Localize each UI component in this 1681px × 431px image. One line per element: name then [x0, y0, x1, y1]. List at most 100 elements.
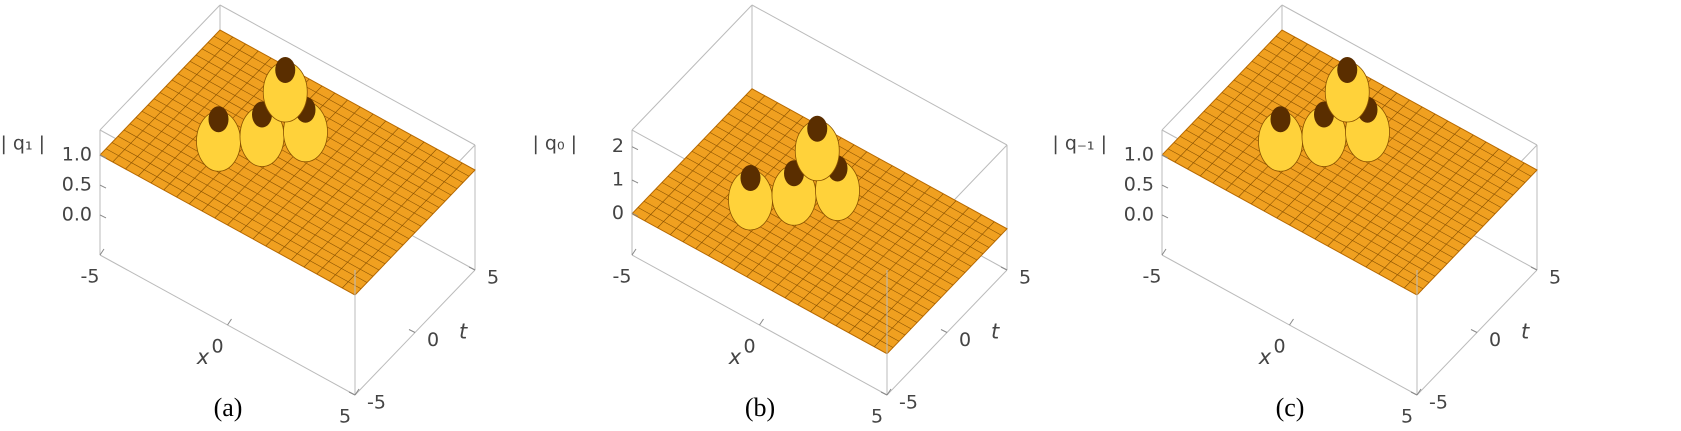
surface-feature: [1337, 57, 1358, 83]
t-tick-label: 5: [1549, 267, 1561, 289]
surface-mesh: [1275, 35, 1532, 177]
x-tick: [886, 388, 892, 396]
surface-mesh: [848, 207, 969, 333]
t-tick: [468, 266, 476, 271]
t-tick: [348, 391, 356, 396]
surface-mesh: [1353, 134, 1474, 261]
surface-mesh: [772, 165, 893, 291]
x-tick-label: 0: [743, 336, 755, 358]
surface-mesh: [213, 35, 470, 177]
t-tick: [408, 329, 416, 333]
surface-mesh: [278, 127, 399, 254]
box-edge: [751, 4, 1008, 146]
surface-mesh: [733, 107, 990, 248]
surface-mesh: [691, 150, 948, 292]
t-tick-label: 5: [487, 267, 499, 289]
surface-feature: [275, 57, 296, 83]
surface-feature: [807, 115, 828, 142]
surface-mesh: [1340, 127, 1461, 254]
box-edge: [631, 4, 753, 131]
t-tick: [1470, 329, 1478, 333]
x-tick: [631, 248, 637, 256]
surface-mesh: [739, 100, 996, 242]
z-tick-label: 1: [612, 169, 624, 191]
x-tick: [1161, 248, 1167, 256]
surface-mesh: [861, 214, 982, 340]
z-tick-label: 0.0: [62, 203, 92, 225]
surface-feature: [1270, 106, 1291, 133]
panel: 0 1 2 -5 0 5 -5 0 5 x t | q₀ | (b): [532, 4, 1031, 428]
surface-mesh: [207, 42, 464, 183]
t-tick-label: -5: [367, 392, 386, 414]
surface-mesh: [1302, 106, 1423, 233]
z-tick-label: 0: [612, 202, 624, 224]
surface-mesh: [874, 221, 995, 347]
surface-mesh: [252, 113, 374, 240]
z-tick: [1161, 154, 1169, 159]
surface-mesh: [835, 200, 957, 326]
x-tick-label: -5: [613, 266, 632, 288]
box-edge: [219, 4, 476, 146]
t-tick: [1000, 266, 1008, 271]
surface-mesh: [329, 155, 450, 282]
t-tick: [1410, 391, 1418, 396]
surface-mesh: [159, 92, 416, 233]
x-tick: [354, 388, 360, 396]
z-tick: [1161, 184, 1169, 189]
surface-mesh: [1378, 148, 1499, 275]
surface-mesh: [265, 120, 386, 247]
z-tick: [99, 154, 107, 159]
t-tick-label: 0: [959, 329, 971, 351]
panel-caption: (c): [1276, 393, 1305, 422]
x-tick: [227, 318, 232, 326]
z-axis-label: | q₀ |: [532, 132, 577, 154]
x-tick: [99, 248, 105, 256]
z-tick: [631, 179, 639, 184]
t-tick-label: -5: [899, 392, 918, 414]
z-tick: [99, 184, 107, 189]
z-tick-label: 2: [612, 135, 624, 157]
x-tick-label: 0: [1273, 336, 1285, 358]
z-tick: [1161, 214, 1169, 219]
surface-mesh: [291, 134, 412, 261]
surface-mesh: [745, 94, 1002, 236]
surface-mesh: [1269, 42, 1526, 183]
surface-mesh: [1365, 141, 1487, 268]
z-axis-label: | q₁ |: [0, 132, 45, 154]
surface-mesh: [1263, 48, 1520, 190]
panel: 0.0 0.5 1.0 -5 0 5 -5 0 5 x t | q₋₁ | (c): [1052, 4, 1561, 428]
x-axis-label: x: [728, 345, 742, 369]
t-tick: [880, 391, 888, 396]
x-tick-label: -5: [1143, 266, 1162, 288]
z-tick-label: 0.0: [1124, 203, 1154, 225]
surface-mesh: [810, 186, 931, 312]
surface-mesh: [1327, 120, 1448, 247]
x-tick-label: 5: [871, 406, 883, 428]
panel: 0.0 0.5 1.0 -5 0 5 -5 0 5 x t | q₁ | (a): [0, 4, 499, 428]
surface-mesh: [303, 141, 425, 268]
z-tick: [631, 146, 639, 151]
t-tick: [940, 329, 948, 333]
z-tick-label: 0.5: [1124, 174, 1154, 196]
t-tick-label: 0: [1489, 329, 1501, 351]
surface-mesh: [823, 193, 944, 319]
surface-mesh: [201, 48, 458, 190]
z-tick-label: 0.5: [62, 174, 92, 196]
box-edge: [99, 4, 221, 131]
surface-feature: [740, 165, 761, 191]
z-tick: [631, 212, 639, 217]
panel-caption: (b): [745, 393, 775, 422]
z-tick: [99, 214, 107, 219]
x-axis-label: x: [1258, 345, 1272, 369]
surface-feature: [208, 106, 229, 133]
x-tick: [1416, 388, 1422, 396]
x-axis-label: x: [196, 345, 210, 369]
x-tick-label: 0: [211, 336, 223, 358]
t-axis-label: t: [991, 319, 1000, 343]
x-tick: [759, 318, 764, 326]
surface-mesh: [1391, 155, 1512, 282]
x-tick-label: 5: [1401, 406, 1413, 428]
surface-mesh: [784, 172, 906, 298]
surface-mesh: [342, 162, 463, 289]
